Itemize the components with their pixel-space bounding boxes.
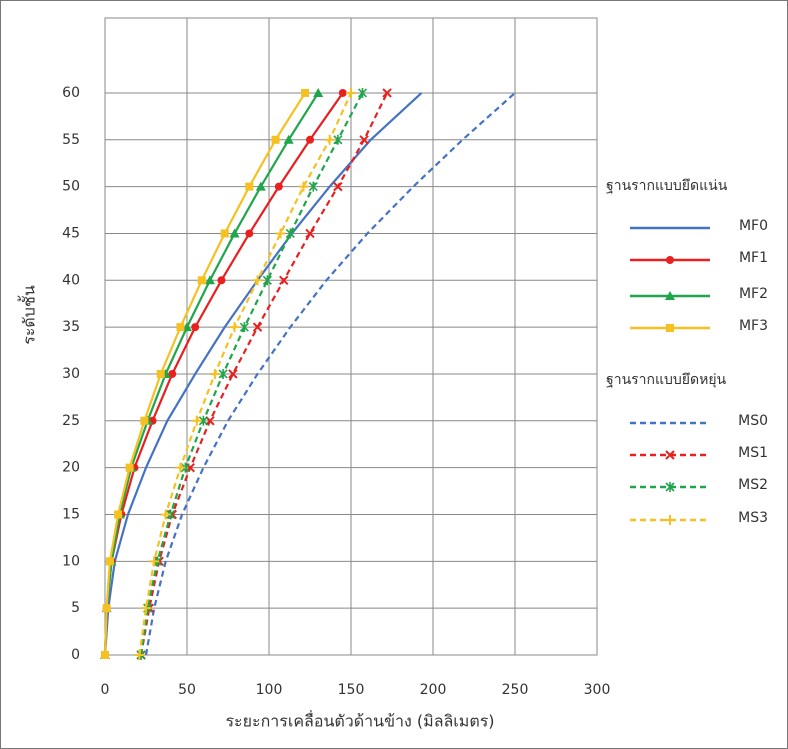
legend-marker [665, 482, 675, 492]
x-tick-label: 150 [338, 682, 365, 698]
y-tick-label: 50 [62, 179, 80, 195]
marker [205, 416, 215, 426]
marker [252, 275, 263, 286]
x-tick-label: 300 [584, 682, 611, 698]
series-line [144, 92, 516, 656]
legend-label: MF1 [739, 250, 768, 266]
marker [333, 134, 343, 145]
marker [125, 463, 134, 472]
marker [239, 322, 249, 333]
legend-label: MS3 [738, 510, 768, 526]
marker [160, 509, 171, 520]
marker [229, 322, 240, 333]
x-tick-label: 0 [101, 682, 110, 698]
marker [298, 181, 309, 192]
marker [156, 369, 165, 378]
legend-marker [665, 515, 675, 525]
marker [217, 276, 226, 285]
marker [101, 651, 109, 659]
y-tick-label: 10 [62, 553, 80, 569]
legend-label: MS2 [738, 477, 768, 493]
legend-label: MF2 [739, 286, 768, 302]
legend-marker [666, 324, 674, 332]
marker [279, 275, 289, 286]
y-tick-label: 45 [62, 225, 80, 241]
legend-marker [665, 291, 675, 300]
legend-label: MF0 [739, 218, 768, 234]
marker [209, 368, 220, 379]
marker [114, 510, 123, 519]
marker [134, 650, 145, 660]
x-tick-label: 50 [178, 682, 196, 698]
marker [306, 135, 314, 144]
marker [182, 322, 192, 332]
y-tick-label: 5 [71, 600, 80, 616]
marker [229, 228, 240, 238]
marker [105, 557, 114, 566]
y-tick-label: 0 [71, 647, 80, 663]
marker [262, 275, 272, 286]
y-tick-label: 40 [62, 272, 80, 288]
marker [357, 87, 368, 98]
marker [274, 182, 283, 191]
marker [191, 415, 202, 426]
legend-label: MF3 [739, 318, 768, 334]
y-tick-label: 35 [62, 319, 80, 335]
marker [198, 415, 208, 426]
marker [245, 182, 254, 191]
marker [102, 604, 111, 613]
marker [255, 181, 266, 191]
legend-group-title: ฐานรากแบบยึดหยุ่น [606, 372, 727, 388]
marker [140, 416, 149, 425]
marker [149, 556, 160, 567]
x-axis-label: ระยะการเคลื่อนตัวด้านข้าง (มิลลิเมตร) [225, 710, 494, 731]
marker [176, 323, 185, 332]
marker [141, 603, 151, 614]
y-tick-label: 60 [62, 85, 80, 101]
x-tick-label: 250 [502, 682, 529, 698]
y-tick-label: 15 [62, 506, 80, 522]
marker [283, 134, 294, 144]
marker [252, 322, 263, 332]
marker [308, 181, 318, 192]
marker [301, 88, 310, 97]
y-tick-label: 25 [62, 413, 80, 429]
marker [271, 135, 280, 144]
marker [382, 88, 392, 98]
marker [285, 228, 295, 239]
marker [346, 87, 356, 98]
marker [168, 369, 177, 378]
marker [175, 462, 186, 473]
marker [220, 229, 229, 238]
marker [197, 276, 206, 285]
marker [191, 323, 200, 332]
legend-label: MS0 [738, 413, 768, 429]
marker [359, 135, 369, 145]
legend-label: MS1 [738, 445, 768, 461]
marker [218, 368, 228, 379]
x-tick-label: 200 [420, 682, 447, 698]
legend-group-title: ฐานรากแบบยึดแน่น [606, 178, 728, 194]
marker [275, 228, 286, 239]
x-tick-label: 100 [256, 682, 283, 698]
marker [305, 228, 315, 239]
y-axis-label: ระดับชั้น [18, 285, 39, 345]
marker [338, 88, 347, 97]
marker [204, 275, 215, 285]
y-tick-label: 55 [62, 132, 80, 148]
legend-marker [666, 256, 674, 264]
y-tick-label: 20 [62, 460, 80, 476]
marker [313, 87, 324, 97]
marker [324, 134, 335, 145]
legend-marker [665, 450, 675, 460]
y-tick-label: 30 [62, 366, 80, 382]
marker [228, 369, 238, 379]
marker [245, 229, 254, 238]
marker [333, 181, 343, 192]
